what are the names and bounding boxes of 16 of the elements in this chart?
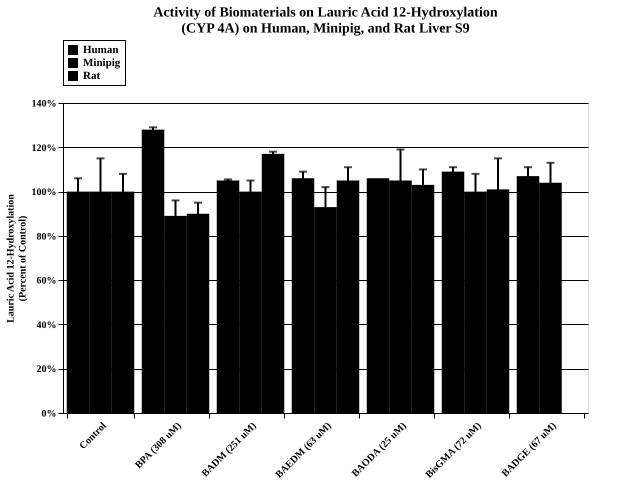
text: (CYP 4A) on Human, Minipig, and Rat Liver S9 [181, 22, 470, 36]
y-tick-label: 60% [36, 276, 56, 287]
y-tick-label: 100% [32, 187, 56, 198]
text: (Percent of Control) [18, 216, 28, 302]
text: Lauric Acid 12-Hydroxylation [6, 194, 16, 323]
y-tick-label: 20% [36, 364, 56, 376]
y-tick-label: 80% [36, 231, 56, 242]
legend-label: Human [83, 44, 118, 56]
y-tick-label: 40% [36, 320, 56, 331]
legend-label: Minipig [83, 57, 121, 69]
text: Activity of Biomaterials on Lauric Acid 12-Hydroxylation [153, 6, 498, 20]
x-tick-label: BPA (308 uM) [133, 420, 184, 471]
legend-label: Rat [83, 70, 100, 82]
y-tick-label: 140% [32, 98, 56, 110]
y-tick-label: 120% [32, 142, 56, 154]
y-tick-label: 0% [42, 408, 56, 420]
